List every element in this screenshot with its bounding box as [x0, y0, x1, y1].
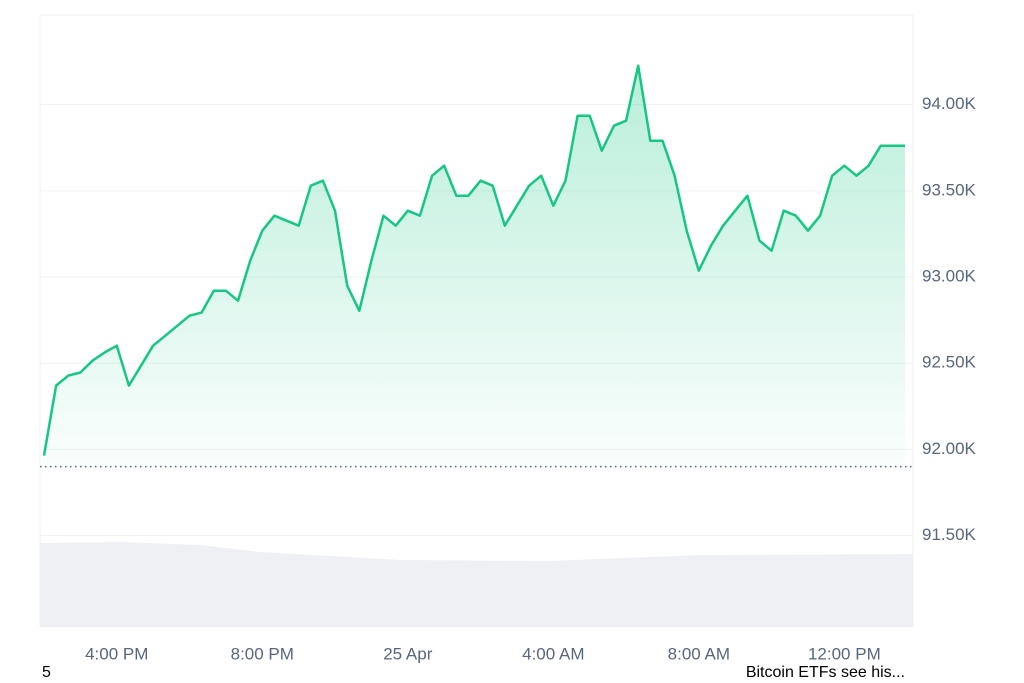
y-tick-label: 91.50K	[922, 525, 977, 544]
x-tick-label: 25 Apr	[383, 644, 432, 663]
footer-left: 5	[42, 664, 51, 681]
x-tick-label: 8:00 AM	[668, 644, 730, 663]
x-tick-label: 12:00 PM	[808, 644, 881, 663]
price-line	[42, 64, 905, 456]
footer-right: Bitcoin ETFs see his...	[746, 664, 905, 681]
y-tick-label: 92.50K	[922, 353, 977, 372]
x-tick-label: 8:00 PM	[231, 644, 294, 663]
y-tick-label: 93.50K	[922, 180, 977, 199]
y-tick-label: 93.00K	[922, 267, 977, 286]
y-tick-label: 92.00K	[922, 439, 977, 458]
price-area	[44, 65, 905, 467]
volume-area	[40, 542, 913, 627]
x-tick-label: 4:00 AM	[522, 644, 584, 663]
x-tick-label: 4:00 PM	[85, 644, 148, 663]
y-tick-label: 94.00K	[922, 94, 977, 113]
